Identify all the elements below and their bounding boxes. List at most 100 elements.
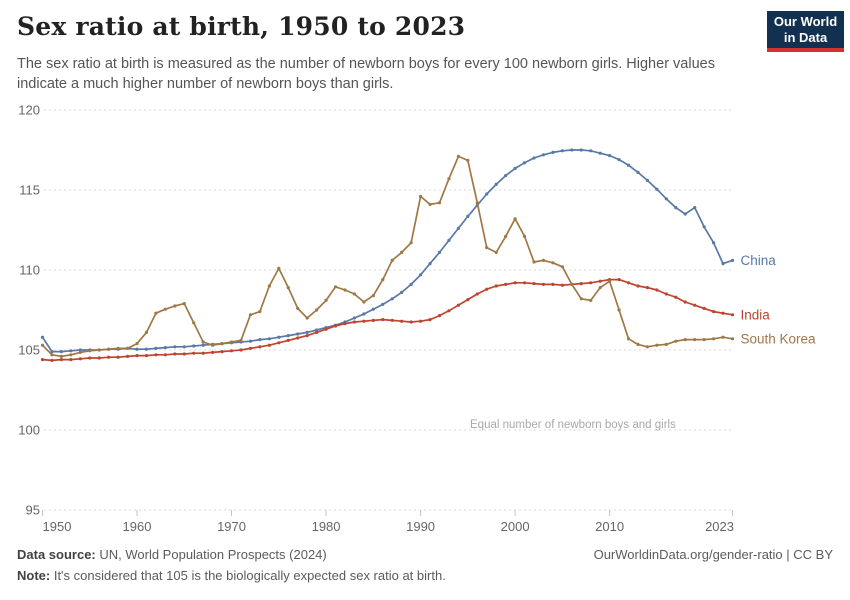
point-india-2005	[560, 283, 564, 287]
point-south-korea-1994	[456, 154, 460, 158]
point-china-1976	[286, 334, 290, 338]
series-label-south-korea[interactable]: South Korea	[741, 331, 817, 346]
point-south-korea-1998	[494, 250, 498, 254]
point-india-1970	[229, 349, 234, 353]
point-south-korea-1976	[286, 286, 290, 290]
point-south-korea-1981	[333, 285, 338, 289]
point-india-1959	[125, 354, 130, 358]
series-label-china[interactable]: China	[741, 253, 777, 268]
point-south-korea-1977	[296, 306, 300, 310]
point-china-2013	[636, 170, 640, 174]
point-china-2016	[664, 197, 668, 201]
point-south-korea-1989	[409, 241, 413, 245]
point-china-2020	[702, 225, 706, 229]
point-south-korea-1953	[69, 353, 73, 357]
y-axis-label-105: 105	[18, 343, 40, 358]
x-axis-label-1980: 1980	[312, 519, 341, 534]
point-china-2022	[721, 262, 725, 266]
point-south-korea-1952	[59, 354, 64, 358]
point-south-korea-2010	[608, 279, 612, 283]
point-india-1960	[135, 354, 139, 358]
point-china-1977	[296, 332, 300, 336]
point-india-1993	[447, 309, 451, 313]
attribution-link[interactable]: OurWorldinData.org/gender-ratio | CC BY	[593, 547, 833, 562]
point-china-1986	[381, 302, 385, 306]
point-china-1989	[409, 282, 413, 286]
point-south-korea-1961	[144, 330, 149, 334]
point-china-2004	[551, 150, 555, 154]
point-china-1988	[400, 290, 404, 294]
x-axis-label-2000: 2000	[501, 519, 530, 534]
line-south-korea[interactable]	[41, 155, 734, 358]
point-india-2018	[683, 300, 687, 304]
point-india-1977	[296, 336, 300, 340]
point-india-1954	[78, 357, 82, 361]
point-south-korea-1971	[239, 338, 243, 342]
point-south-korea-1963	[163, 307, 167, 311]
point-india-1963	[163, 353, 167, 357]
point-south-korea-2006	[570, 282, 574, 286]
y-axis-label-120: 120	[18, 103, 40, 118]
point-china-1994	[456, 226, 460, 230]
point-china-2008	[589, 149, 593, 153]
point-india-1985	[371, 318, 375, 322]
note-label: Note:	[17, 568, 51, 583]
point-india-2009	[598, 279, 602, 283]
point-india-1981	[333, 324, 338, 328]
point-china-1954	[78, 348, 82, 352]
point-india-1991	[428, 318, 432, 322]
note-line: Note: It's considered that 105 is the bi…	[17, 568, 446, 583]
point-india-1957	[107, 355, 111, 359]
point-china-2014	[645, 178, 650, 182]
point-china-1967	[201, 343, 205, 347]
point-china-1953	[69, 349, 73, 353]
point-south-korea-1955	[88, 349, 92, 353]
line-china[interactable]	[41, 149, 734, 353]
point-india-2015	[655, 288, 659, 292]
point-china-1995	[466, 214, 470, 218]
point-south-korea-2014	[645, 345, 650, 349]
point-china-2023	[730, 258, 735, 262]
point-india-2017	[674, 295, 678, 299]
point-china-1972	[248, 339, 253, 343]
y-axis-label-100: 100	[18, 423, 40, 438]
point-india-2016	[664, 292, 668, 296]
point-china-2005	[560, 149, 564, 153]
point-india-1969	[220, 350, 224, 354]
point-china-1960	[135, 347, 139, 351]
point-india-2020	[702, 306, 706, 310]
point-south-korea-1954	[78, 350, 82, 354]
point-india-1994	[456, 303, 460, 307]
point-china-2003	[541, 153, 546, 157]
point-south-korea-2013	[636, 342, 640, 346]
point-china-1979	[315, 328, 319, 332]
point-india-1962	[154, 353, 158, 357]
point-india-2001	[522, 281, 527, 285]
point-india-1974	[267, 343, 271, 347]
point-india-2011	[617, 278, 621, 282]
point-india-1973	[258, 345, 262, 349]
point-south-korea-1980	[324, 298, 328, 302]
point-south-korea-1968	[211, 343, 215, 347]
point-south-korea-2001	[522, 234, 527, 238]
owid-logo-line2: in Data	[783, 30, 828, 45]
point-china-2011	[617, 158, 621, 162]
point-china-2019	[693, 206, 697, 210]
point-south-korea-1964	[173, 304, 177, 308]
point-india-1971	[239, 348, 243, 352]
point-china-2000	[513, 166, 517, 170]
series-label-india[interactable]: India	[741, 307, 771, 322]
point-south-korea-1983	[352, 292, 357, 296]
point-south-korea-1987	[390, 258, 394, 262]
point-china-1998	[494, 182, 498, 186]
point-india-2007	[579, 282, 583, 286]
owid-logo[interactable]: Our World in Data	[767, 11, 844, 52]
point-south-korea-1985	[371, 294, 375, 298]
point-china-1961	[144, 347, 149, 351]
y-axis-label-115: 115	[19, 183, 40, 198]
point-india-2022	[721, 311, 725, 315]
point-south-korea-1956	[97, 348, 101, 352]
point-south-korea-1990	[418, 194, 423, 198]
chart-area: 95 100 105 110 115 120 1950 1960 1970 1980 1990 200…	[0, 95, 850, 540]
